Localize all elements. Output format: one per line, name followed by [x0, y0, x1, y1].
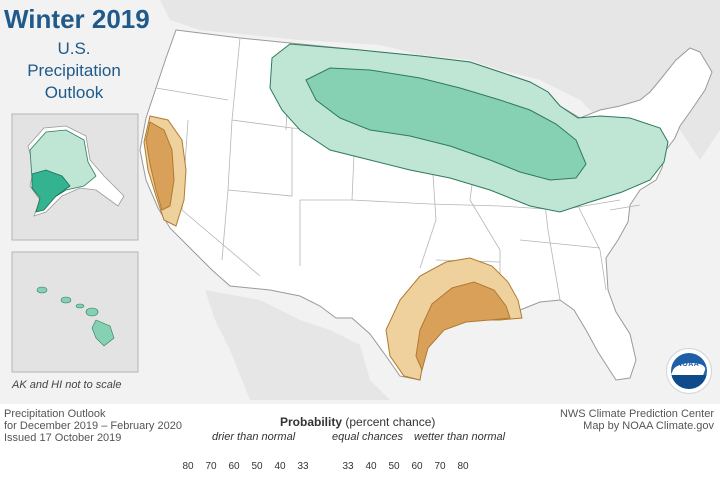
map-title: Winter 2019 [4, 4, 150, 34]
legend-wet-tick: 80 [457, 461, 469, 472]
outlook-info-line-3: Issued 17 October 2019 [4, 432, 122, 444]
footer-panel [0, 404, 720, 480]
legend-wetter-label: wetter than normal [414, 431, 506, 443]
outlook-info: Precipitation Outlook for December 2019 … [4, 408, 182, 444]
legend-wet-tick: 40 [365, 461, 377, 472]
legend-title: Probability (percent chance) [280, 415, 435, 429]
credits-line-1: NWS Climate Prediction Center [559, 408, 714, 420]
dry-outlook-gulf-core [415, 281, 511, 372]
hawaii-islands [36, 286, 115, 347]
legend-equal-label: equal chances [332, 431, 403, 443]
outlook-info-line-1: Precipitation Outlook [4, 408, 106, 420]
legend-dry-tick: 60 [228, 461, 240, 472]
legend-dry-tick: 50 [251, 461, 263, 472]
alaska-wet-core [31, 169, 71, 213]
credits: NWS Climate Prediction Center Map by NOA… [560, 408, 714, 432]
outlook-info-line-2: for December 2019 – February 2020 [4, 420, 182, 432]
subtitle-line-1: U.S. [57, 39, 91, 58]
hawaii-inset-frame [11, 251, 139, 373]
inset-scale-note: AK and HI not to scale [12, 379, 122, 391]
wet-outlook-north-core [305, 67, 587, 181]
legend-dry-tick: 80 [182, 461, 194, 472]
legend-dry-tick: 40 [274, 461, 286, 472]
legend-drier-label: drier than normal [212, 431, 296, 443]
legend-wet-tick: 50 [388, 461, 400, 472]
subtitle-line-2: Precipitation [27, 61, 121, 80]
legend-title-rest: (percent chance) [342, 415, 436, 429]
legend-title-bold: Probability [280, 415, 343, 429]
dry-outlook-california-core [145, 121, 175, 211]
noaa-logo-text: NOAA [676, 361, 700, 368]
legend-dry-tick: 70 [205, 461, 217, 472]
legend-wet-tick: 33 [342, 461, 354, 472]
legend-dry-tick: 33 [297, 461, 309, 472]
legend-wet-tick: 60 [411, 461, 423, 472]
subtitle-line-3: Outlook [44, 83, 104, 102]
mexico-land [205, 290, 390, 400]
legend-wet-tick: 70 [434, 461, 446, 472]
noaa-logo [666, 348, 712, 394]
canada-land [160, 0, 720, 160]
credits-line-2: Map by NOAA Climate.gov [583, 420, 714, 432]
